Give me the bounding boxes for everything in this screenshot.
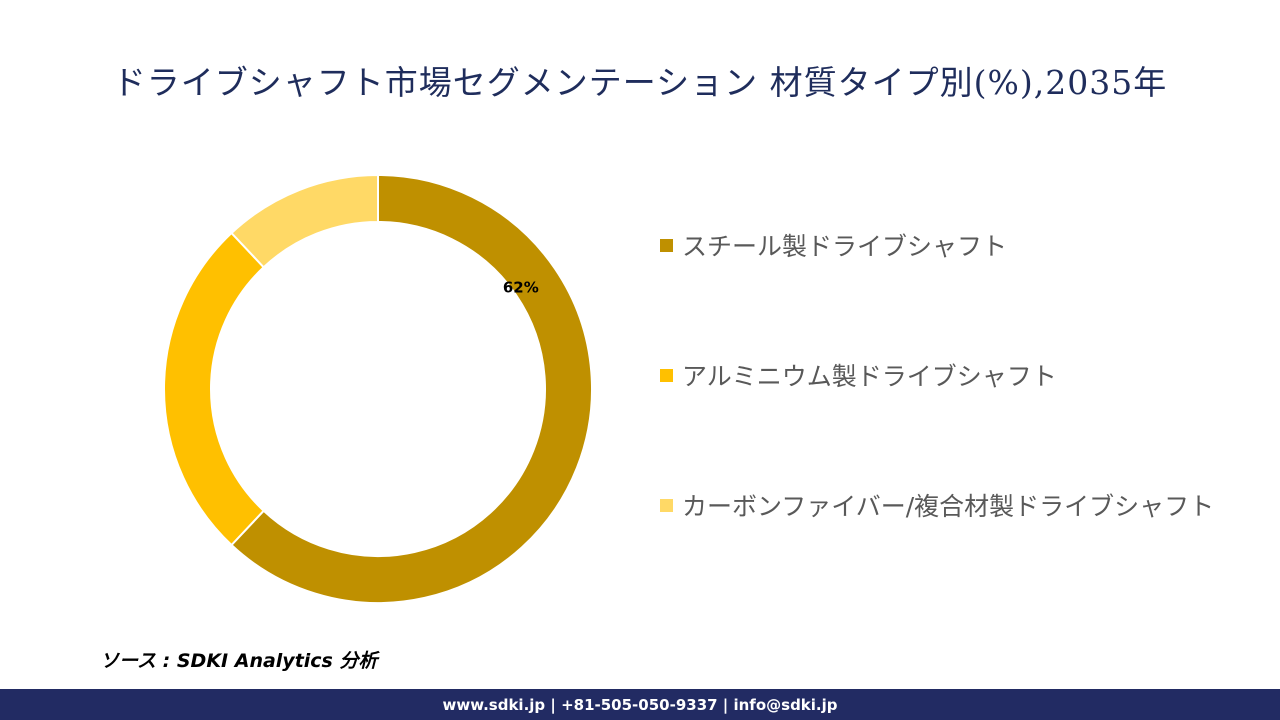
data-label-1: 62%	[503, 278, 539, 296]
footer-contact: www.sdki.jp | +81-505-050-9337 | info@sd…	[442, 695, 838, 714]
legend-label-2: アルミニウム製ドライブシャフト	[682, 362, 1057, 391]
chart-legend: スチール製ドライブシャフトアルミニウム製ドライブシャフトカーボンファイバー/複合…	[660, 0, 1270, 720]
donut-slice-3	[230, 173, 379, 269]
donut-slice-2	[163, 231, 266, 547]
legend-item-3: カーボンファイバー/複合材製ドライブシャフト	[660, 487, 1214, 523]
legend-label-1: スチール製ドライブシャフト	[682, 232, 1008, 261]
donut-chart: 62%	[163, 173, 593, 604]
legend-item-1: スチール製ドライブシャフト	[660, 227, 1007, 263]
donut-slice-1	[230, 173, 593, 604]
legend-item-2: アルミニウム製ドライブシャフト	[660, 357, 1057, 393]
footer-bar: www.sdki.jp | +81-505-050-9337 | info@sd…	[0, 689, 1280, 720]
legend-label-3: カーボンファイバー/複合材製ドライブシャフト	[682, 492, 1215, 521]
legend-swatch-1	[660, 238, 673, 252]
legend-swatch-3	[660, 498, 673, 512]
chart-title: ドライブシャフト市場セグメンテーション 材質タイプ別(%),2035年	[112, 63, 1168, 102]
legend-swatch-2	[660, 368, 673, 382]
source-note: ソース : SDKI Analytics 分析	[100, 650, 378, 672]
